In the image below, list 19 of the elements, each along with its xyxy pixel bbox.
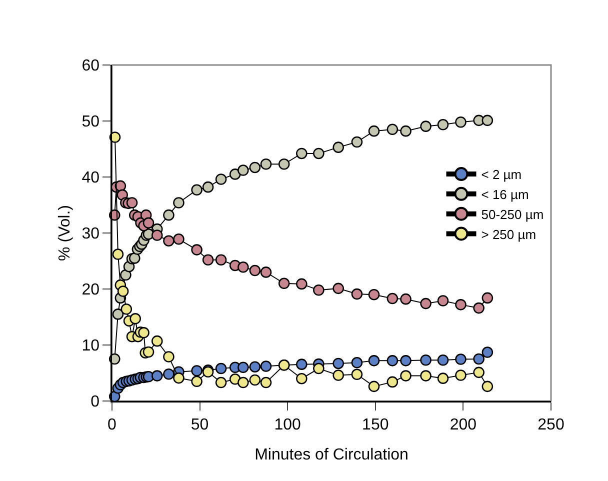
y-tick-label: 60 bbox=[82, 58, 100, 75]
y-tick-label: 0 bbox=[90, 394, 100, 411]
legend-label: 50-250 µm bbox=[481, 206, 544, 222]
x-axis-title: Minutes of Circulation bbox=[254, 446, 408, 464]
x-tick-label: 250 bbox=[538, 416, 564, 434]
legend-label: < 2 µm bbox=[481, 167, 522, 182]
x-tick-label: 0 bbox=[108, 416, 117, 434]
x-tick-label: 50 bbox=[190, 416, 209, 434]
y-tick-label: 10 bbox=[82, 338, 100, 355]
legend-label: > 250 µm bbox=[481, 226, 536, 242]
legend-label: < 16 µm bbox=[481, 187, 529, 202]
x-tick-label: 150 bbox=[362, 416, 389, 434]
y-axis-title: % (Vol.) bbox=[56, 204, 74, 262]
y-tick-label: 30 bbox=[82, 226, 100, 243]
x-tick-label: 200 bbox=[450, 416, 477, 434]
y-tick-label: 50 bbox=[82, 114, 100, 131]
y-tick-label: 20 bbox=[82, 282, 100, 299]
x-tick-label: 100 bbox=[274, 416, 302, 434]
y-tick-label: 40 bbox=[82, 170, 100, 187]
